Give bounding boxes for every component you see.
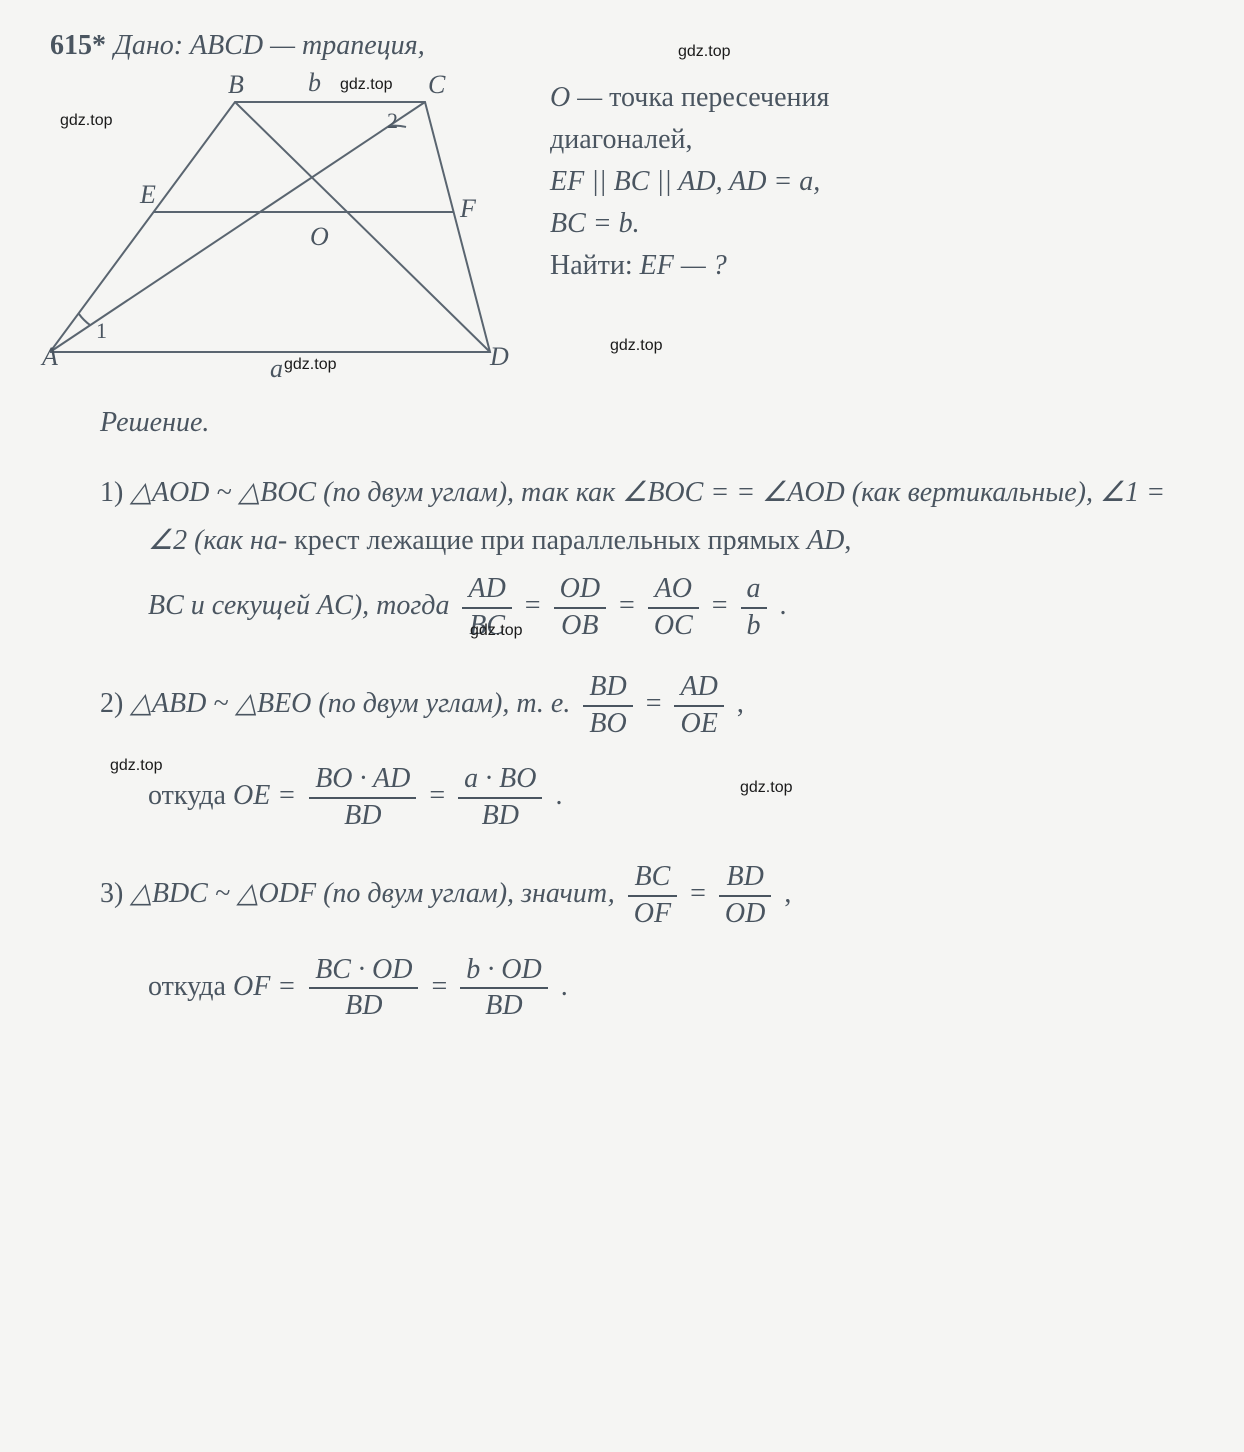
label-angle1: 1 xyxy=(96,318,107,344)
label-a-side: a xyxy=(270,354,283,384)
step2-t2b: OE = xyxy=(233,781,296,812)
label-e: E xyxy=(140,180,156,210)
frac-bod-bd: b · ODBD xyxy=(460,955,547,1023)
watermark: gdz.top xyxy=(610,334,662,358)
watermark: gdz.top xyxy=(60,112,112,130)
diagonal-ac xyxy=(50,102,425,352)
label-b-side: b xyxy=(308,68,321,98)
given-inline: ABCD — трапеция, xyxy=(190,30,425,61)
given-o: O — xyxy=(550,82,602,113)
frac-ao-oc: AOOC xyxy=(648,574,699,642)
watermark: gdz.top xyxy=(678,40,730,64)
frac-boad-bd: BO · ADBD xyxy=(309,764,416,832)
frac-bcod-bd: BC · ODBD xyxy=(309,955,418,1023)
step1-t1: △AOD ~ △BOC (по двум углам), так как ∠BO… xyxy=(130,477,729,508)
frac-od-ob: ODOB xyxy=(554,574,606,642)
given-line1: O — точка пересечения xyxy=(550,77,829,119)
step3-t2b: OF = xyxy=(233,971,296,1002)
find-label: Найти: xyxy=(550,250,633,281)
step1-t3: крест лежащие при параллельных прямых AD… xyxy=(294,525,851,556)
step-1: 1) △AOD ~ △BOC (по двум углам), так как … xyxy=(50,469,1194,642)
given-line4: BC = b. xyxy=(550,203,829,245)
label-o: O xyxy=(310,222,329,252)
frac-bd-bo: BDBO xyxy=(583,672,632,740)
given-line3: EF || BC || AD, AD = a, xyxy=(550,161,829,203)
watermark: gdz.top xyxy=(740,774,792,801)
frac-abo-bd: a · BOBD xyxy=(458,764,542,832)
problem-number: 615* xyxy=(50,30,106,62)
step2-num: 2) xyxy=(100,688,123,719)
watermark: gdz.top xyxy=(284,356,336,374)
given-right: gdz.top O — точка пересечения диагоналей… xyxy=(530,72,829,287)
given-line5: Найти: EF — ? xyxy=(550,245,829,287)
trapezoid-diagram: A B C D E F O b a 1 2 gdz.top gdz.top gd… xyxy=(50,72,530,382)
label-a: A xyxy=(42,342,58,372)
frac-ad-oe: ADOE xyxy=(674,672,723,740)
step1-num: 1) xyxy=(100,477,123,508)
find-ef: EF — ? xyxy=(640,250,727,281)
frac-bd-od: BDOD xyxy=(719,862,771,930)
diagram-svg xyxy=(50,72,530,382)
label-c: C xyxy=(428,70,445,100)
watermark: gdz.top xyxy=(470,617,522,644)
diagonal-bd xyxy=(235,102,490,352)
given-line2: диагоналей, xyxy=(550,119,829,161)
angle1-arc xyxy=(79,314,90,325)
step2-t2a: откуда xyxy=(148,781,226,812)
step1-t4a: BC и секущей AC), тогда xyxy=(148,590,449,621)
frac-bc-of: BCOF xyxy=(628,862,677,930)
given-label: Дано: xyxy=(114,30,183,61)
given-toch: точка пересечения xyxy=(609,82,829,113)
watermark: gdz.top xyxy=(340,76,392,94)
step3-num: 3) xyxy=(100,878,123,909)
label-angle2: 2 xyxy=(387,108,398,134)
frac-a-b: ab xyxy=(741,574,767,642)
step3-t2a: откуда xyxy=(148,971,226,1002)
trapezoid-outline xyxy=(50,102,490,352)
step-3: 3) △BDC ~ △ODF (по двум углам), значит, … xyxy=(50,862,1194,1022)
step3-t1: △BDC ~ △ODF (по двум углам), значит, xyxy=(130,878,614,909)
step-2: 2) △ABD ~ △BEO (по двум углам), т. е. BD… xyxy=(50,672,1194,832)
solution-label: Решение. xyxy=(100,407,1194,439)
label-f: F xyxy=(460,194,476,224)
step2-t1: △ABD ~ △BEO (по двум углам), т. е. xyxy=(130,688,570,719)
label-d: D xyxy=(490,342,509,372)
label-b-vertex: B xyxy=(228,70,244,100)
given-text: Дано: ABCD — трапеция, xyxy=(114,30,425,62)
